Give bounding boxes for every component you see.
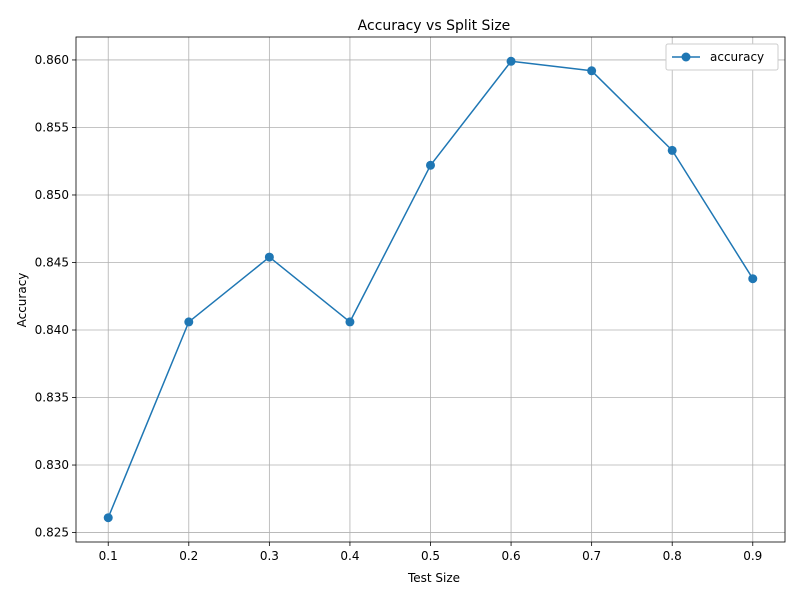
data-point	[184, 317, 194, 327]
y-tick-label: 0.860	[35, 53, 69, 67]
x-tick-label: 0.1	[99, 549, 118, 563]
legend: accuracy	[665, 43, 779, 71]
legend-entry-accuracy: accuracy	[710, 50, 764, 64]
x-tick-label: 0.2	[179, 549, 198, 563]
x-tick-label: 0.3	[260, 549, 279, 563]
x-tick-label: 0.9	[743, 549, 762, 563]
chart-title: Accuracy vs Split Size	[358, 18, 511, 34]
y-tick-label: 0.845	[35, 255, 69, 269]
y-tick-label: 0.825	[35, 526, 69, 540]
series-layer	[103, 56, 758, 523]
x-tick-label: 0.6	[502, 549, 521, 563]
y-tick-label: 0.835	[35, 391, 69, 405]
data-point	[426, 160, 435, 170]
x-axis-label: Test Size	[407, 571, 460, 585]
y-tick-label: 0.840	[35, 323, 69, 337]
y-tick-label: 0.850	[35, 188, 69, 202]
data-point	[587, 66, 597, 76]
data-point	[345, 317, 355, 327]
grid	[76, 37, 785, 542]
data-point	[103, 513, 113, 523]
legend-box	[665, 43, 779, 71]
x-tick-label: 0.5	[421, 549, 440, 563]
y-tick-label: 0.830	[35, 458, 69, 472]
x-tick-label: 0.4	[340, 549, 359, 563]
data-point	[748, 274, 758, 284]
x-tick-label: 0.8	[663, 549, 682, 563]
ticks: 0.1 0.2 0.3 0.4 0.5 0.6 0.7 0.8 0.9 0.825 0.830 0.8…	[35, 53, 763, 563]
y-axis-label: Accuracy	[15, 273, 29, 328]
x-tick-label: 0.7	[582, 549, 601, 563]
data-point	[506, 56, 516, 66]
data-point	[264, 252, 274, 262]
y-tick-label: 0.855	[35, 120, 69, 134]
data-point	[667, 145, 677, 155]
legend-marker	[681, 52, 691, 62]
